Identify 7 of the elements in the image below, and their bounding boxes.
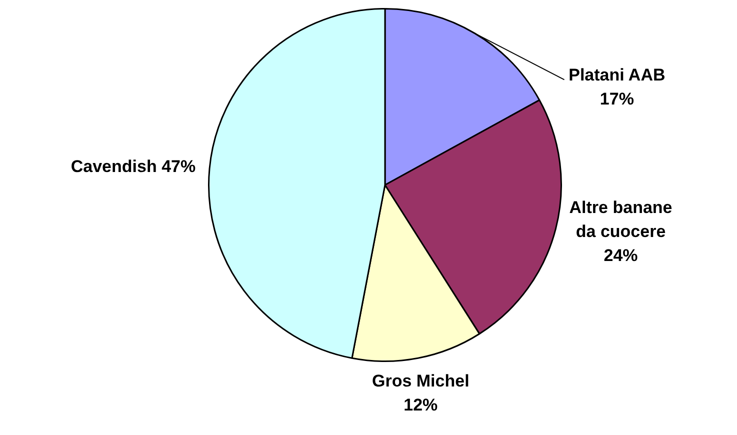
slice-label: Altre banane da cuocere [569,198,672,241]
data-label: 12% [404,396,438,415]
slice-label: Gros Michel [372,372,470,391]
slice-label: Platani AAB [568,65,666,84]
slice-label: Cavendish 47% [70,156,196,176]
data-label: 17% [600,89,634,108]
data-label: 24% [604,246,638,265]
